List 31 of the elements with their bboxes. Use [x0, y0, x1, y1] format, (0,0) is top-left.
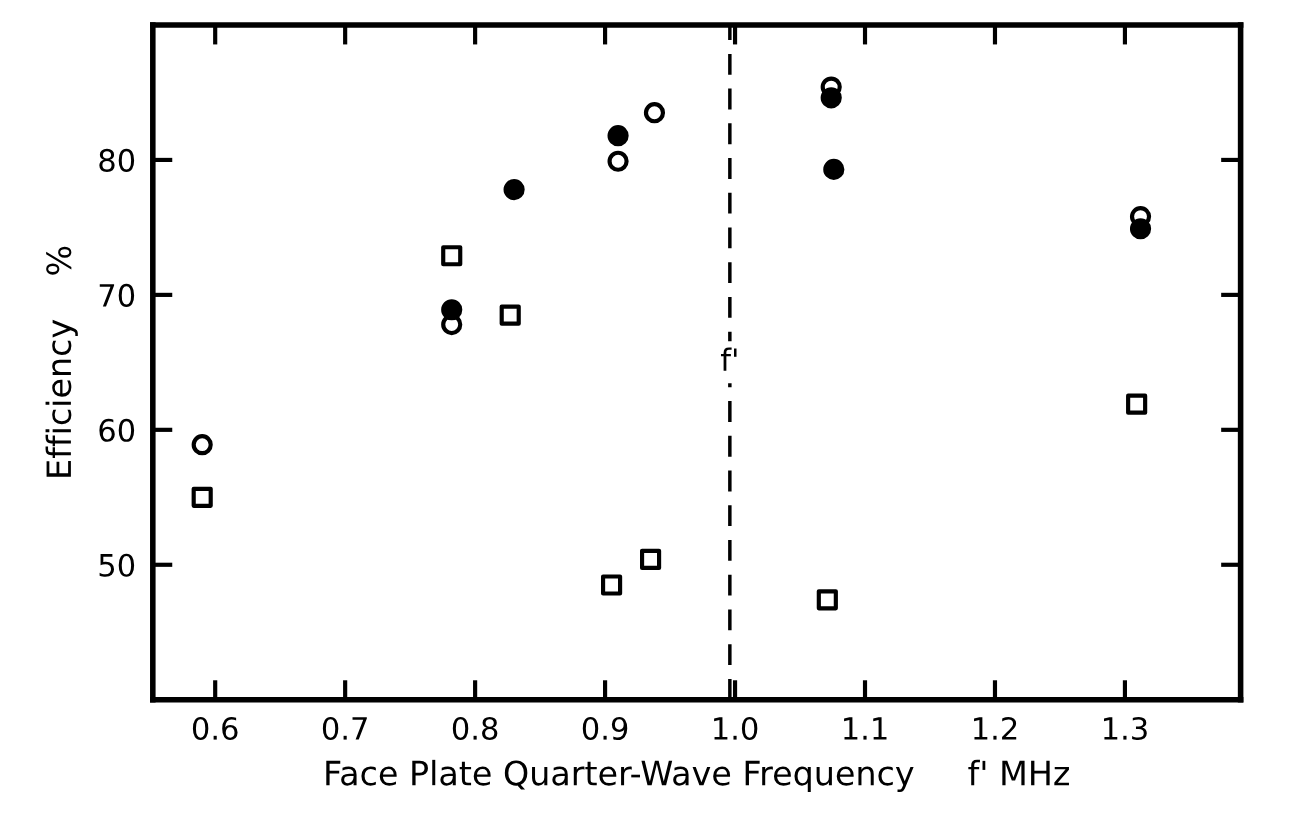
point [816, 589, 838, 611]
y-axis-title: Efficiency % [45, 246, 78, 477]
point [191, 434, 213, 456]
x-axis-title: Face Plate Quarter-Wave Frequency f' MHz [326, 759, 1069, 793]
point [823, 158, 845, 180]
x-tick-label: 1.0 [714, 716, 758, 741]
point [643, 102, 666, 124]
x-tick-label: 1.2 [974, 716, 1017, 740]
point [820, 87, 842, 109]
point [1126, 393, 1148, 415]
y-tick-label: 70 [99, 283, 135, 307]
point [191, 486, 213, 508]
y-tick-label: 50 [99, 553, 135, 577]
point [607, 150, 629, 172]
x-tick-label: 0.7 [322, 716, 367, 741]
point [1129, 218, 1152, 240]
point [503, 179, 525, 201]
x-tick-label: 0.8 [452, 716, 498, 741]
point [441, 299, 463, 321]
x-tick-label: 0.6 [192, 716, 238, 741]
ref-line-label: f' [720, 347, 737, 371]
y-tick-label: 80 [99, 148, 135, 172]
x-tick-label: 1.1 [844, 717, 887, 740]
point [441, 245, 463, 267]
point [600, 574, 623, 596]
point [639, 548, 662, 570]
y-tick-label: 60 [99, 418, 135, 442]
x-tick-label: 0.9 [582, 716, 628, 741]
x-tick-label: 1.3 [1104, 716, 1147, 741]
point [607, 125, 629, 147]
point [499, 304, 521, 326]
